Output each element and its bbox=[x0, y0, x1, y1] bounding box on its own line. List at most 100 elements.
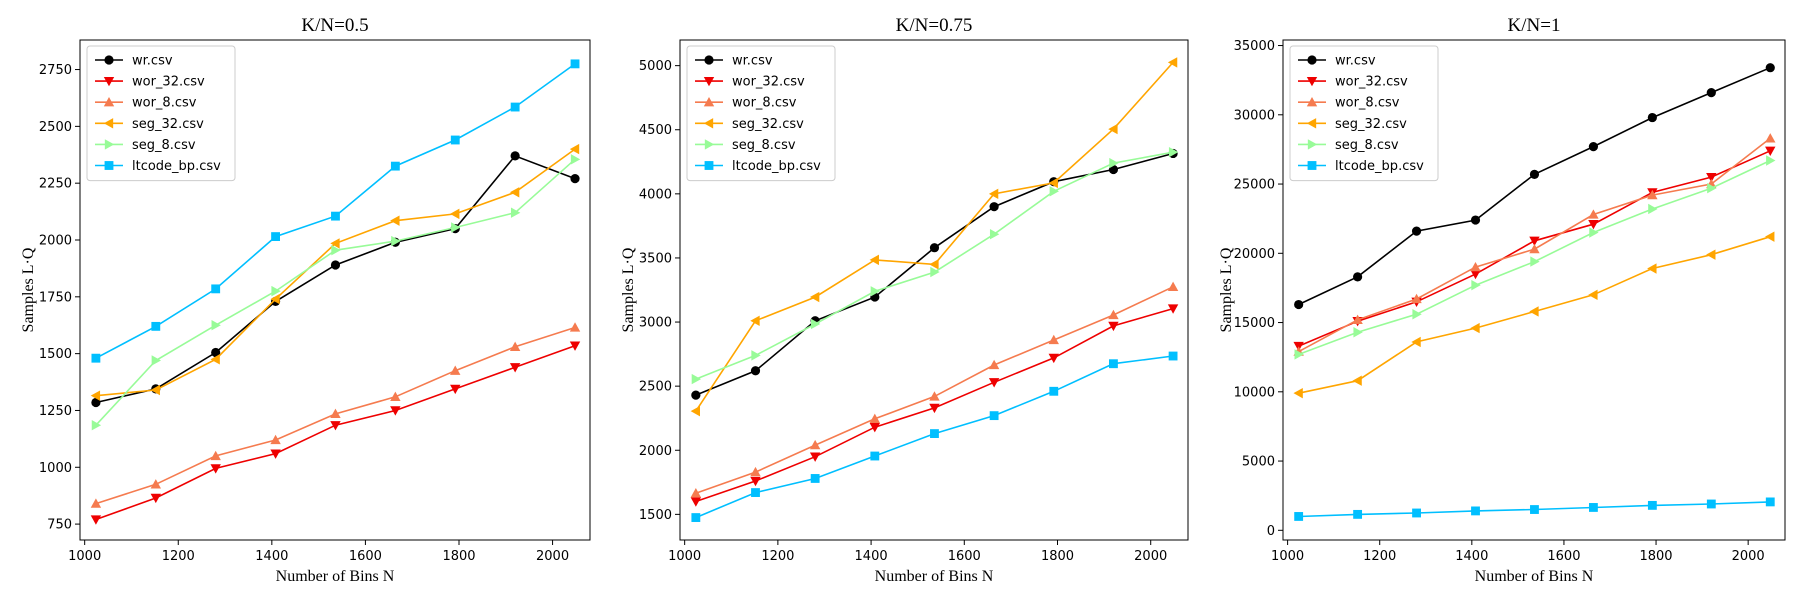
data-point bbox=[1588, 142, 1599, 152]
y-tick-label: 3000 bbox=[639, 316, 672, 331]
y-tick-label: 2000 bbox=[39, 234, 72, 249]
data-point bbox=[1048, 177, 1058, 189]
legend-marker bbox=[103, 97, 115, 107]
data-point bbox=[1294, 512, 1304, 521]
x-tick-label: 1600 bbox=[948, 549, 981, 564]
data-point bbox=[1049, 386, 1059, 396]
data-point bbox=[1470, 215, 1481, 225]
legend-label: wr.csv bbox=[132, 54, 173, 69]
legend-marker bbox=[103, 76, 115, 87]
data-point bbox=[151, 321, 161, 331]
series-line bbox=[695, 286, 1174, 494]
legend-label: wor_32.csv bbox=[1335, 75, 1408, 90]
series-seg-32-csv bbox=[1293, 231, 1775, 399]
data-point bbox=[330, 260, 341, 270]
data-point bbox=[1647, 189, 1658, 200]
data-point bbox=[1167, 281, 1179, 291]
data-point bbox=[1294, 299, 1304, 310]
x-tick-label: 1800 bbox=[1041, 549, 1074, 564]
data-point bbox=[1706, 249, 1716, 260]
legend-label: wr.csv bbox=[732, 54, 773, 69]
data-point bbox=[870, 286, 881, 297]
data-point bbox=[1647, 500, 1657, 510]
data-point bbox=[750, 366, 761, 376]
data-point bbox=[570, 174, 580, 184]
legend: wr.csv wor_32.csv wor_8.csv seg_32.csv seg_8… bbox=[86, 45, 236, 182]
axes-frame bbox=[1282, 39, 1786, 541]
data-point bbox=[1589, 227, 1599, 238]
legend-label: wor_32.csv bbox=[132, 75, 205, 90]
series-seg-32-csv bbox=[90, 143, 580, 401]
data-point bbox=[1352, 314, 1363, 324]
y-tick-label: 20000 bbox=[1234, 247, 1275, 262]
data-point bbox=[1471, 279, 1481, 291]
data-point bbox=[1470, 269, 1481, 280]
data-point bbox=[930, 266, 940, 278]
legend-item: seg_8.csv bbox=[1298, 138, 1399, 153]
data-point bbox=[210, 450, 221, 461]
legend-box bbox=[86, 45, 236, 182]
axes-frame bbox=[679, 39, 1189, 541]
data-point bbox=[1588, 220, 1599, 230]
data-point bbox=[451, 222, 461, 233]
data-point bbox=[210, 354, 220, 365]
legend-item: seg_8.csv bbox=[695, 138, 796, 153]
legend-item: seg_32.csv bbox=[1298, 117, 1407, 132]
data-point bbox=[1353, 272, 1363, 282]
x-tick-label: 1600 bbox=[1547, 549, 1580, 564]
data-point bbox=[1167, 57, 1178, 68]
y-tick-label: 2750 bbox=[39, 63, 72, 78]
y-tick-label: 10000 bbox=[1234, 385, 1275, 400]
y-tick-label: 1500 bbox=[639, 508, 672, 523]
data-point bbox=[810, 474, 820, 483]
legend-item: ltcode_bp.csv bbox=[695, 159, 821, 174]
legend-label: ltcode_bp.csv bbox=[1335, 159, 1424, 174]
x-axis-label: Number of Bins N bbox=[276, 568, 395, 585]
legend-marker bbox=[104, 161, 114, 170]
data-point bbox=[509, 341, 521, 351]
legend-item: wor_8.csv bbox=[1298, 96, 1400, 111]
data-point bbox=[1108, 123, 1118, 135]
legend-label: wor_8.csv bbox=[732, 96, 797, 111]
data-point bbox=[989, 411, 999, 421]
data-point bbox=[869, 413, 881, 424]
legend: wr.csv wor_32.csv wor_8.csv seg_32.csv seg_8… bbox=[686, 45, 836, 182]
x-tick-label: 1400 bbox=[255, 549, 288, 564]
legend-item: wr.csv bbox=[695, 54, 773, 69]
data-point bbox=[930, 429, 939, 439]
data-point bbox=[211, 284, 221, 294]
data-point bbox=[1412, 508, 1421, 518]
x-tick-label: 1400 bbox=[855, 549, 888, 564]
y-tick-label: 5000 bbox=[1242, 455, 1275, 470]
x-axis-label: Number of Bins N bbox=[875, 568, 994, 585]
data-point bbox=[1411, 226, 1422, 236]
series-seg-32-csv bbox=[690, 57, 1178, 417]
data-point bbox=[1707, 182, 1717, 194]
y-axis-label: Samples L·Q bbox=[20, 247, 37, 332]
data-point bbox=[929, 391, 940, 401]
series-wr-csv bbox=[1294, 63, 1775, 310]
legend-marker bbox=[704, 55, 714, 65]
data-point bbox=[390, 161, 400, 171]
data-point bbox=[869, 423, 881, 433]
data-point bbox=[570, 59, 580, 69]
data-point bbox=[691, 513, 701, 522]
data-point bbox=[331, 245, 341, 256]
data-point bbox=[1048, 353, 1059, 364]
data-point bbox=[1765, 146, 1776, 157]
legend: wr.csv wor_32.csv wor_8.csv seg_32.csv seg_8… bbox=[1289, 45, 1439, 182]
y-tick-label: 1000 bbox=[39, 461, 72, 476]
data-point bbox=[989, 202, 999, 212]
data-point bbox=[870, 451, 880, 461]
legend-marker bbox=[104, 55, 114, 65]
data-point bbox=[270, 434, 281, 445]
legend-box bbox=[1289, 45, 1439, 182]
data-point bbox=[211, 320, 221, 331]
data-point bbox=[690, 488, 702, 498]
y-tick-label: 4000 bbox=[639, 187, 672, 202]
data-point bbox=[1529, 236, 1540, 247]
data-point bbox=[1529, 243, 1540, 254]
data-point bbox=[510, 151, 520, 161]
